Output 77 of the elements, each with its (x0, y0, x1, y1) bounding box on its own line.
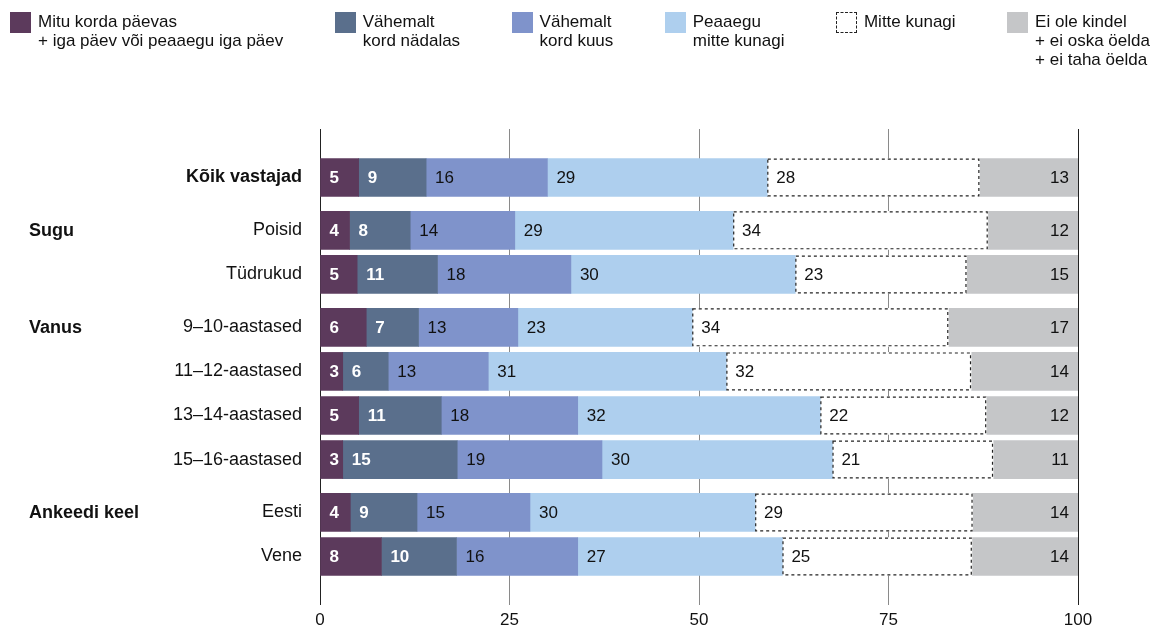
data-label: 25 (791, 547, 811, 567)
data-label: 12 (1050, 221, 1069, 241)
text: Sugu (29, 220, 74, 241)
x-tick-label: 50 (689, 609, 709, 629)
data-label: 29 (523, 221, 543, 241)
data-label: 31 (497, 362, 517, 382)
legend-label: Vähemalt kord kuus (539, 12, 614, 50)
data-label: 5 (329, 406, 339, 426)
data-label: 11 (1051, 450, 1069, 470)
legend-label: Mitu korda päevas + iga päev või peaaegu iga päev (38, 12, 284, 50)
data-label: 16 (465, 547, 485, 567)
data-label: 11 (366, 265, 385, 285)
data-label: 8 (358, 221, 369, 241)
data-label: 15 (426, 503, 445, 523)
legend-label: Vähemalt kord nädalas (362, 12, 461, 50)
data-label: 30 (538, 503, 558, 523)
data-label: 16 (435, 168, 455, 188)
text: Ankeedi keel (29, 502, 140, 523)
text: Vanus (29, 317, 83, 338)
legend-label: Ei ole kindel + ei oska öelda + ei taha öelda (1035, 12, 1150, 69)
data-label: 15 (351, 450, 371, 470)
data-label: 13 (427, 318, 447, 338)
legend-label: Mitte kunagi (863, 12, 956, 31)
data-label: 21 (841, 450, 861, 470)
data-label: 29 (764, 503, 784, 523)
data-label: 14 (1050, 547, 1069, 567)
data-label: 4 (329, 503, 340, 523)
y-tick-label: Kõik vastajad (185, 166, 302, 187)
data-label: 9 (359, 503, 369, 523)
x-tick-label: 0 (315, 609, 325, 629)
data-label: 6 (329, 318, 339, 338)
y-tick-label: 15–16-aastased (172, 448, 302, 469)
y-tick-label: 13–14-aastased (172, 404, 302, 425)
data-label: 15 (1050, 265, 1069, 285)
data-label: 32 (735, 362, 755, 382)
data-label: 5 (329, 265, 339, 285)
data-label: 7 (375, 318, 385, 338)
data-label: 14 (419, 221, 439, 241)
data-label: 30 (579, 265, 599, 285)
data-label: 14 (1050, 503, 1069, 523)
data-label: 34 (701, 318, 721, 338)
data-label: 4 (329, 221, 340, 241)
y-tick-label: Vene (260, 545, 302, 566)
y-tick-label: Eesti (261, 501, 302, 522)
y-tick-label: Poisid (252, 219, 302, 240)
data-label: 10 (390, 547, 410, 567)
data-label: 23 (526, 318, 546, 338)
data-label: 32 (586, 406, 606, 426)
data-label: 22 (829, 406, 849, 426)
y-tick-label: Tüdrukud (225, 263, 302, 284)
x-tick-label: 25 (500, 609, 519, 629)
data-label: 18 (450, 406, 470, 426)
data-label: 23 (804, 265, 824, 285)
data-label: 28 (776, 168, 796, 188)
data-label: 14 (1050, 362, 1069, 382)
data-label: 6 (351, 362, 362, 382)
data-label: 27 (586, 547, 606, 567)
data-label: 5 (329, 168, 339, 188)
data-label: 29 (556, 168, 576, 188)
data-label: 13 (397, 362, 417, 382)
y-tick-label: 11–12-aastased (174, 360, 302, 381)
data-label: 3 (329, 450, 339, 470)
x-tick-label: 100 (1063, 609, 1093, 629)
x-tick-label: 75 (879, 609, 898, 629)
y-tick-label: 9–10-aastased (182, 316, 302, 337)
data-label: 19 (466, 450, 486, 470)
data-label: 11 (367, 406, 386, 426)
data-label: 8 (329, 547, 339, 567)
legend-label: Peaaegu mitte kunagi (692, 12, 785, 50)
data-label: 17 (1050, 318, 1069, 338)
data-label: 12 (1050, 406, 1069, 426)
data-label: 3 (329, 362, 339, 382)
data-label: 30 (610, 450, 630, 470)
data-label: 34 (742, 221, 762, 241)
data-label: 9 (367, 168, 378, 188)
data-label: 18 (446, 265, 466, 285)
data-label: 13 (1050, 168, 1069, 188)
